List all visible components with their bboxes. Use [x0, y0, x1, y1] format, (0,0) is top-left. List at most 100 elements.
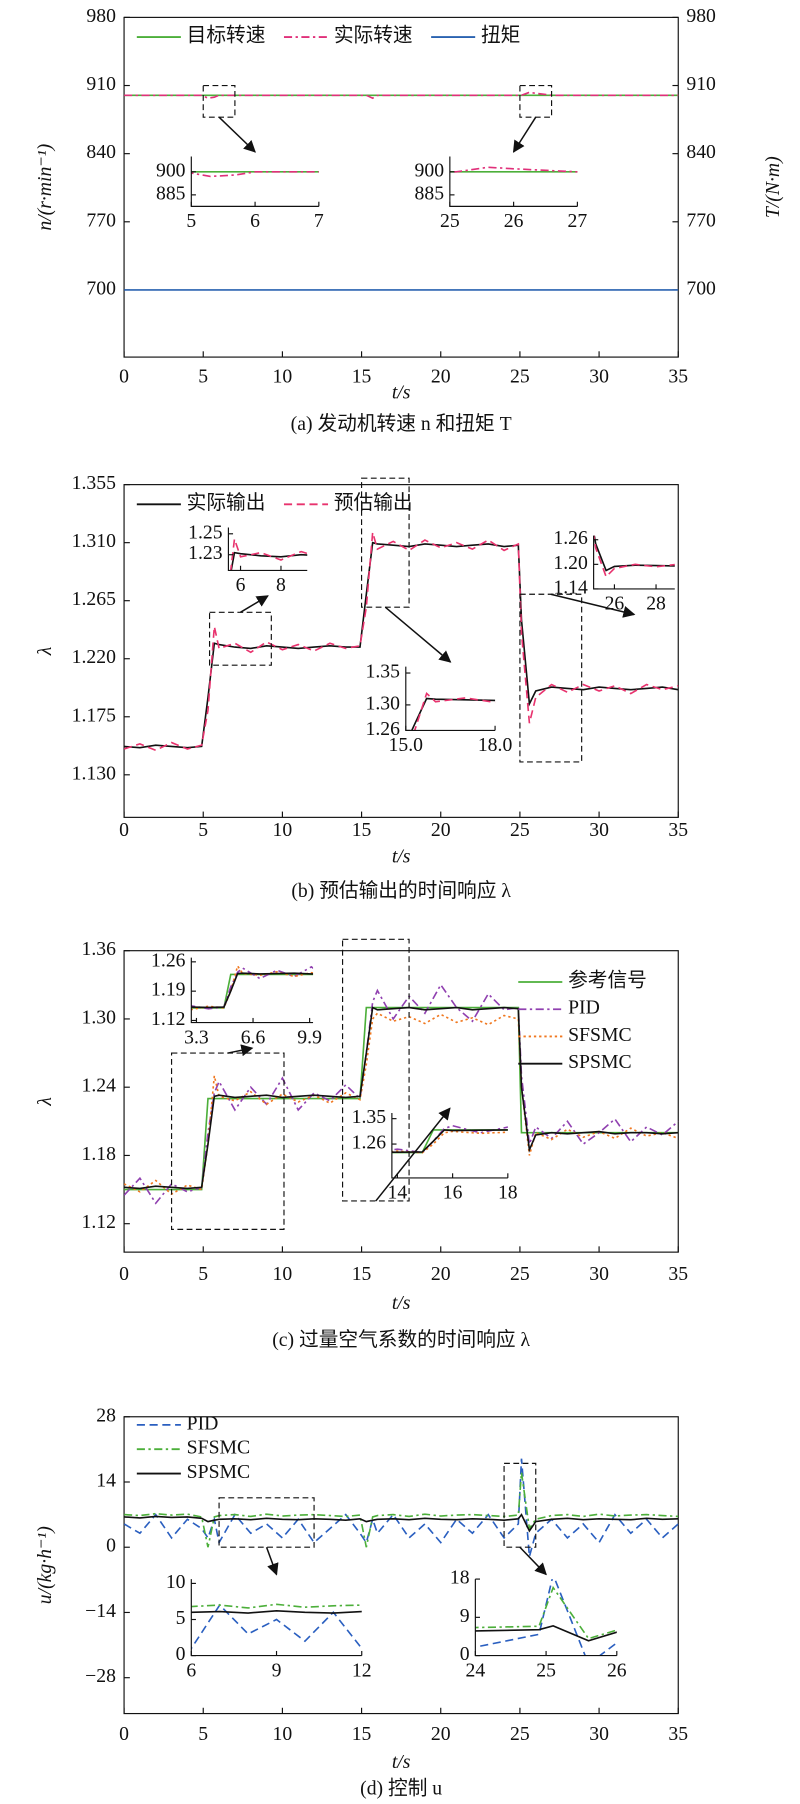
x-axis-label: t/s — [392, 845, 411, 867]
inset-y-tick-label: 0 — [460, 1643, 470, 1665]
inset-x-tick-label: 3.3 — [184, 1026, 209, 1048]
x-tick-label: 30 — [589, 365, 609, 387]
inset-bg — [449, 156, 578, 207]
inset-series-line — [391, 1130, 508, 1154]
x-tick-label: 5 — [198, 819, 208, 841]
x-tick-label: 15 — [352, 1723, 372, 1745]
inset-y-tick-label: 900 — [156, 159, 186, 181]
inset-bg — [475, 1579, 617, 1656]
inset-x-tick-label: 12 — [352, 1659, 372, 1681]
legend-label: 目标转速 — [187, 25, 266, 47]
y-tick-label: 1.355 — [72, 472, 116, 494]
y-tick-label: 1.12 — [81, 1211, 115, 1233]
y-tick-label: −14 — [85, 1600, 116, 1622]
inset-y-tick-label: 1.30 — [366, 692, 401, 714]
y-axis-label: λ — [34, 1097, 56, 1107]
y-tick-label: 1.175 — [72, 704, 116, 726]
x-tick-label: 0 — [119, 1723, 129, 1745]
inset-series-line — [191, 964, 314, 1011]
x-tick-label: 35 — [668, 819, 688, 841]
x-tick-label: 30 — [589, 819, 609, 841]
inset-y-tick-label: 1.35 — [352, 1106, 387, 1128]
x-tick-label: 10 — [273, 819, 293, 841]
zoom-arrow — [265, 1546, 279, 1576]
x-tick-label: 35 — [668, 1723, 688, 1745]
x-tick-label: 15 — [352, 1263, 372, 1285]
inset-y-tick-label: 1.26 — [151, 949, 186, 971]
inset-y-tick-label: 1.19 — [151, 979, 186, 1001]
inset-series-line — [475, 1585, 617, 1640]
inset-x-tick-label: 18 — [498, 1182, 518, 1204]
legend-label: 实际输出 — [187, 492, 266, 514]
chart-caption: (d) 控制 u — [360, 1778, 442, 1800]
inset-x-tick-label: 25 — [440, 210, 460, 232]
plot-frame — [123, 16, 679, 358]
zoom-arrow — [375, 1107, 451, 1202]
inset-y-tick-label: 1.26 — [352, 1132, 387, 1154]
inset-x-tick-label: 25 — [536, 1659, 556, 1681]
y-tick-label: 14 — [96, 1470, 116, 1492]
x-tick-label: 25 — [510, 365, 530, 387]
inset-y-tick-label: 1.20 — [553, 552, 588, 574]
inset-bg — [191, 156, 319, 207]
inset-x-tick-label: 5 — [186, 210, 196, 232]
inset-series-line — [230, 551, 308, 571]
legend-label: SPSMC — [568, 1051, 632, 1073]
inset-series-line — [413, 691, 496, 731]
x-tick-label: 20 — [431, 1723, 451, 1745]
x-tick-label: 25 — [510, 1263, 530, 1285]
y2-tick-label: 840 — [686, 141, 716, 163]
x-tick-label: 35 — [668, 1263, 688, 1285]
series-line — [124, 541, 679, 749]
y2-tick-label: 980 — [686, 5, 716, 27]
x-tick-label: 20 — [431, 365, 451, 387]
series-line — [124, 1472, 679, 1548]
inset-series-line — [191, 1603, 362, 1650]
x-tick-label: 15 — [352, 365, 372, 387]
y-axis-label: λ — [34, 646, 56, 656]
inset-y-tick-label: 1.26 — [366, 718, 401, 740]
inset-series-line — [191, 1610, 362, 1614]
zoom-arrow — [550, 593, 636, 618]
inset-bg — [593, 535, 675, 589]
inset-axes — [593, 535, 675, 590]
legend-label: SFSMC — [187, 1437, 251, 1459]
y-tick-label: 700 — [86, 277, 116, 299]
inset-y-tick-label: 1.25 — [188, 521, 223, 543]
y-tick-label: 28 — [96, 1404, 116, 1426]
inset-y-tick-label: 5 — [176, 1607, 186, 1629]
y2-tick-label: 910 — [686, 73, 716, 95]
inset-y-tick-label: 885 — [415, 182, 445, 204]
inset-y-tick-label: 1.35 — [366, 661, 401, 683]
legend-label: 预估输出 — [334, 492, 413, 514]
series-line — [124, 1006, 679, 1190]
inset-x-tick-label: 15.0 — [389, 734, 424, 756]
zoom-arrow — [384, 606, 452, 663]
inset-bg — [191, 957, 314, 1023]
y-tick-label: 0 — [106, 1535, 116, 1557]
y-tick-label: 1.30 — [81, 1006, 116, 1028]
inset-x-tick-label: 6 — [236, 574, 246, 596]
zoom-box — [341, 938, 410, 1202]
inset-series-line — [191, 972, 314, 1009]
inset-x-tick-label: 27 — [568, 210, 588, 232]
inset-x-tick-label: 8 — [276, 574, 286, 596]
inset-series-line — [191, 171, 319, 178]
inset-y-tick-label: 10 — [166, 1571, 186, 1593]
x-tick-label: 5 — [198, 1723, 208, 1745]
x-tick-label: 25 — [510, 819, 530, 841]
x-tick-label: 30 — [589, 1723, 609, 1745]
legend-label: PID — [187, 1412, 219, 1434]
x-tick-label: 20 — [431, 1263, 451, 1285]
inset-x-tick-label: 6.6 — [241, 1026, 266, 1048]
x-tick-label: 10 — [273, 1263, 293, 1285]
zoom-box — [519, 84, 553, 118]
legend-label: SFSMC — [568, 1024, 632, 1046]
inset-x-tick-label: 24 — [466, 1659, 486, 1681]
x-tick-label: 35 — [668, 365, 688, 387]
inset-x-tick-label: 7 — [314, 210, 324, 232]
chart-caption: (c) 过量空气系数的时间响应 λ — [272, 1329, 530, 1351]
zoom-box — [202, 84, 236, 118]
chart-caption: (b) 预估输出的时间响应 λ — [291, 880, 511, 902]
